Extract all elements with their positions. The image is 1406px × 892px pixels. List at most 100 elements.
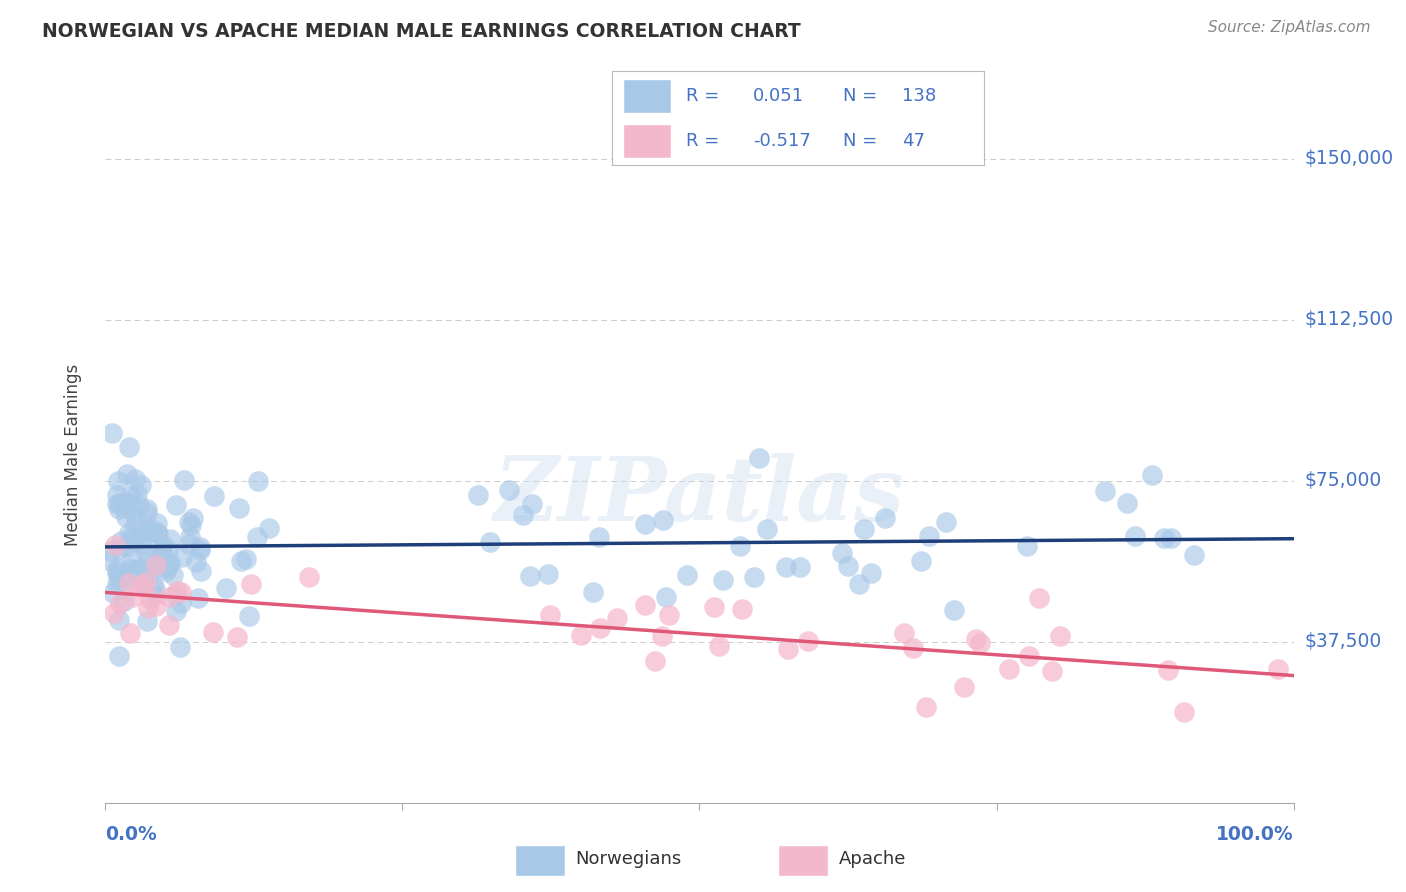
Point [157,618,180,632]
Point [135,614,157,628]
Point [187,591,209,605]
Point [581,585,603,599]
Point [105,563,128,577]
Point [166,584,188,599]
Point [179,530,201,544]
Text: $75,000: $75,000 [1305,471,1382,491]
Point [165,604,187,618]
Point [172,549,194,564]
Point [135,502,157,516]
Point [731,602,754,616]
Text: 0.0%: 0.0% [105,825,157,844]
Text: R =: R = [686,132,720,150]
Point [131,578,153,592]
Point [101,425,124,440]
Point [1018,648,1040,663]
Point [935,515,957,529]
Point [124,533,146,548]
Point [479,534,502,549]
Point [131,531,153,545]
Point [136,600,159,615]
Point [118,575,141,590]
Point [153,559,176,574]
Point [1094,484,1116,499]
Point [108,596,131,610]
Point [538,607,561,622]
Point [121,530,143,544]
Point [142,577,165,591]
Point [108,496,131,510]
Point [101,586,124,600]
Point [247,474,270,488]
Point [149,542,172,557]
Point [180,517,202,532]
Point [969,635,991,649]
Point [498,483,520,497]
Point [512,508,534,522]
Point [183,510,205,524]
Point [120,561,142,575]
Text: 47: 47 [903,132,925,150]
Point [998,662,1021,676]
Point [238,609,260,624]
Point [910,554,932,568]
Point [108,502,131,516]
Point [165,498,187,512]
Point [589,621,612,635]
Point [859,566,882,580]
Point [97,553,120,567]
Point [569,628,592,642]
Text: -0.517: -0.517 [754,132,811,150]
Point [875,510,897,524]
Bar [623,124,671,158]
Point [162,568,184,582]
Point [202,625,225,640]
Point [157,558,180,572]
Point [138,553,160,567]
Text: 0.051: 0.051 [754,87,804,104]
Point [146,525,169,540]
Point [831,546,853,560]
Point [115,567,138,582]
Point [107,561,129,575]
Point [1028,591,1050,606]
Point [122,563,145,577]
Point [190,543,212,558]
Point [634,517,657,532]
Point [146,527,169,541]
Point [159,590,181,604]
Point [157,543,180,558]
Point [105,497,128,511]
Point [118,440,141,454]
Point [789,559,811,574]
Point [1267,662,1289,676]
Point [131,537,153,551]
Point [228,500,250,515]
Point [155,561,177,575]
Point [742,570,765,584]
Point [159,556,181,570]
Point [122,590,145,604]
Point [226,630,249,644]
Text: Norwegians: Norwegians [575,850,682,868]
Point [188,540,211,554]
Point [155,565,177,579]
Point [837,558,859,573]
Point [124,508,146,522]
Point [125,486,148,500]
Point [914,700,936,714]
Point [235,551,257,566]
Point [703,600,725,615]
Point [1125,529,1147,543]
Point [143,582,166,596]
Point [143,589,166,603]
Point [107,474,129,488]
Point [118,625,141,640]
Point [110,534,132,549]
Point [943,602,966,616]
Point [952,680,974,694]
Point [138,521,160,535]
Point [298,570,321,584]
Point [775,560,797,574]
Point [115,509,138,524]
